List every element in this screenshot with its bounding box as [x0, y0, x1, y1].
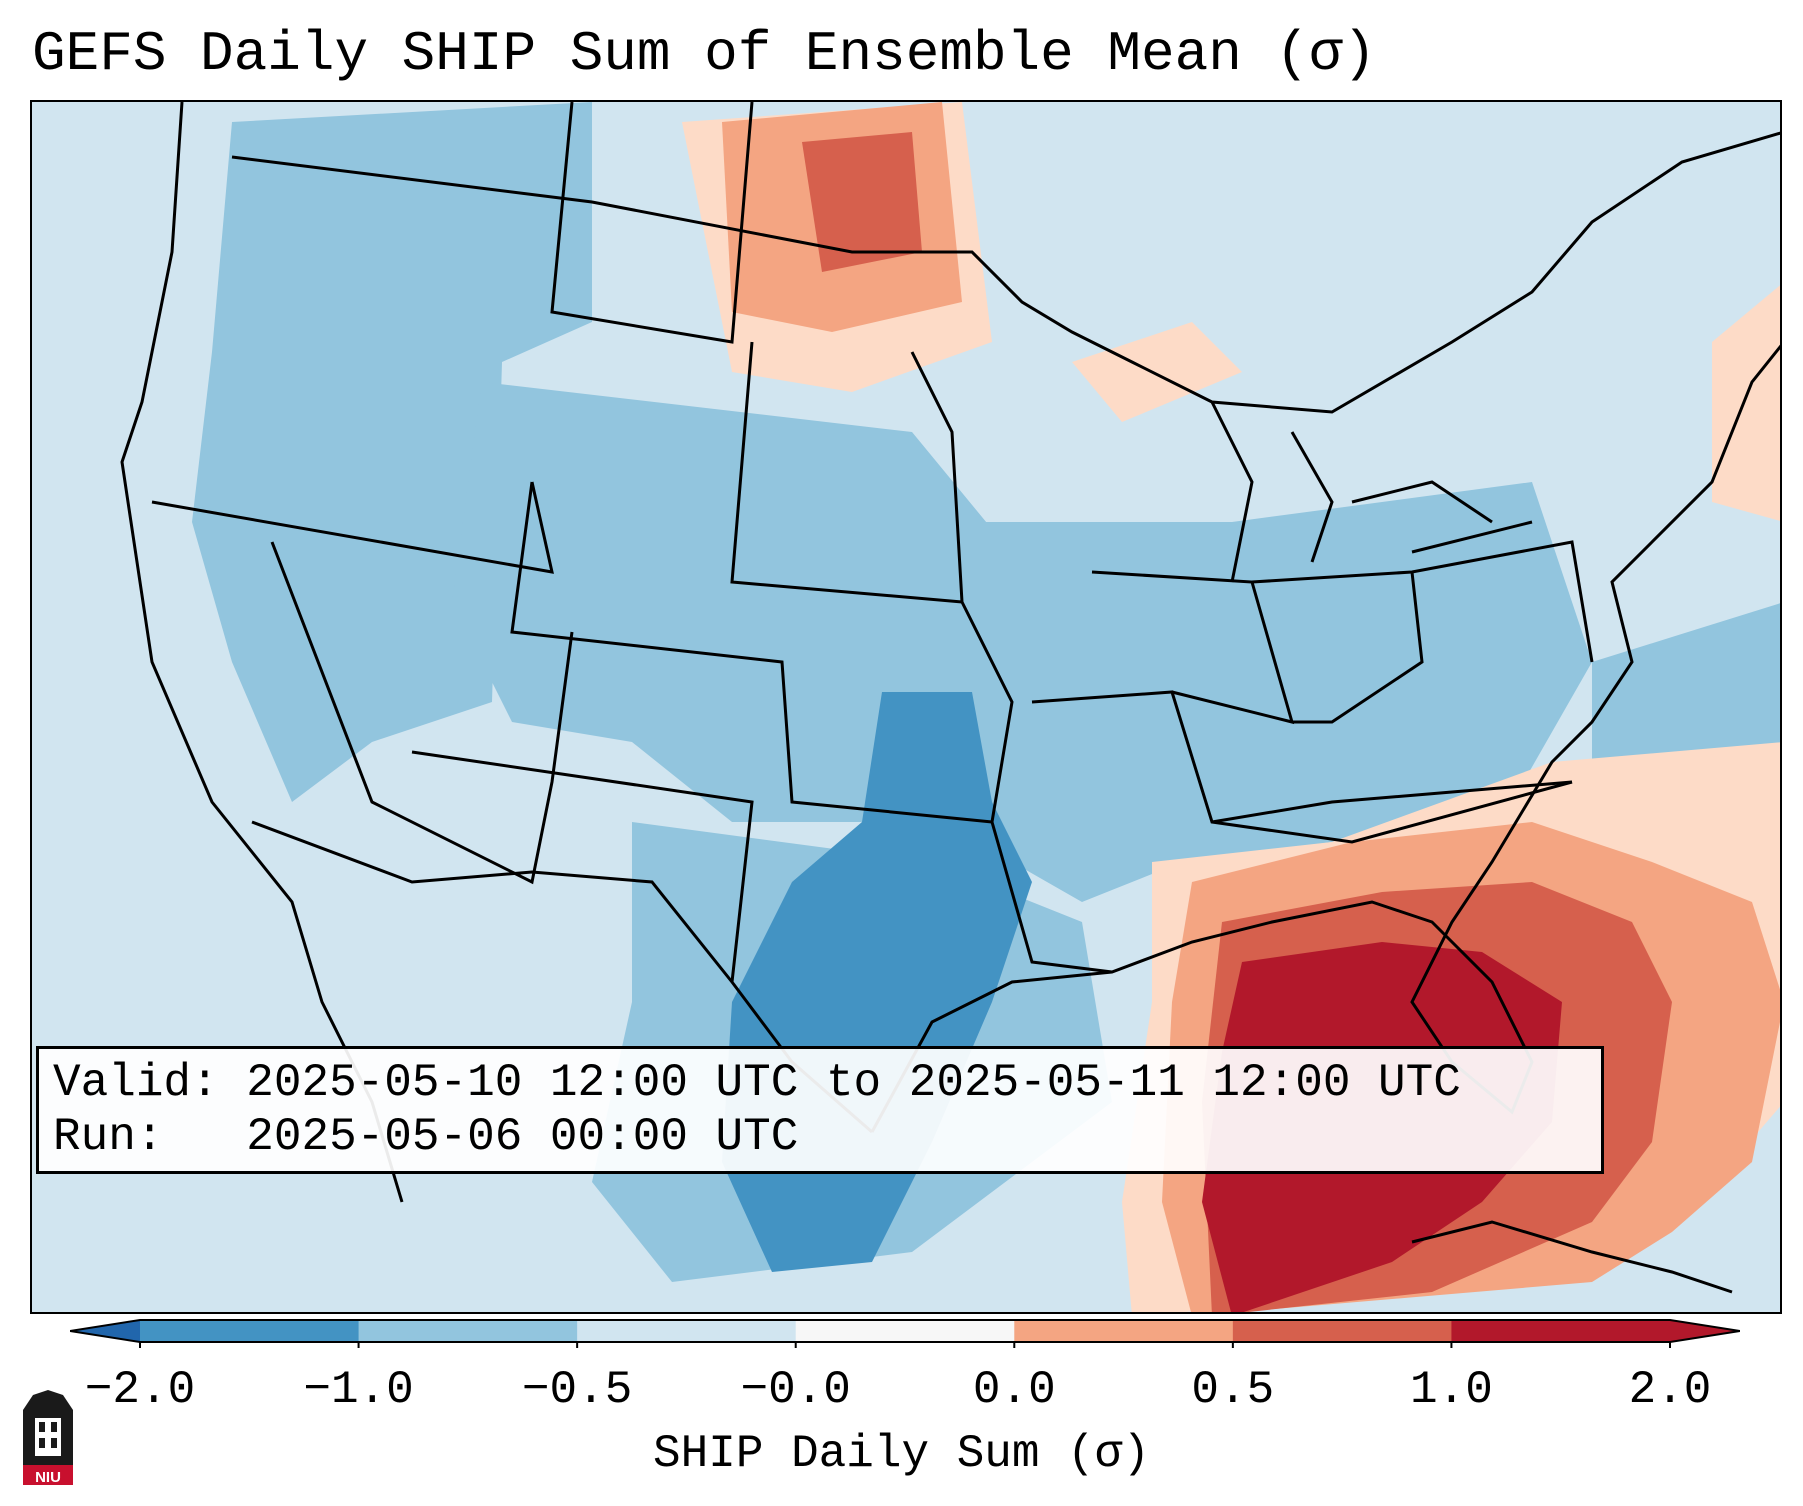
state-line-11: [1211, 780, 1573, 824]
shade-north-dakota-salmon: [802, 132, 922, 272]
run-label: Run:: [53, 1111, 164, 1163]
colorbar-tick-label: 0.0: [972, 1364, 1056, 1416]
run-line: Run: 2025-05-06 00:00 UTC: [53, 1111, 798, 1163]
colorbar-extend-high: [1670, 1320, 1740, 1342]
colorbar-tick-label: −1.0: [303, 1364, 414, 1416]
run-text: 2025-05-06 00:00 UTC: [246, 1111, 799, 1163]
colorbar-tick-label: 0.5: [1191, 1364, 1275, 1416]
shade-newengland-light-red: [1712, 285, 1780, 521]
state-line-12: [1292, 571, 1424, 724]
colorbar-segment: [577, 1320, 797, 1342]
niu-logo-icon: NIU: [23, 1390, 73, 1486]
shade-east-light-blue: [932, 482, 1592, 902]
valid-text: 2025-05-10 12:00 UTC to 2025-05-11 12:00…: [246, 1057, 1461, 1109]
colorbar-tick-label: 2.0: [1628, 1364, 1712, 1416]
colorbar-segment: [358, 1320, 578, 1342]
colorbar: [70, 1319, 1740, 1348]
state-line-1: [550, 102, 754, 344]
colorbar-tick-label: 1.0: [1410, 1364, 1493, 1416]
colorbar-ticks: [139, 1342, 1671, 1348]
cuba-coast: [1411, 1220, 1733, 1294]
colorbar-label: SHIP Daily Sum (σ): [653, 1428, 1150, 1480]
colorbar-segment: [1232, 1320, 1452, 1342]
info-box: Valid: 2025-05-10 12:00 UTC to 2025-05-1…: [36, 1046, 1604, 1174]
colorbar-segment: [1451, 1320, 1671, 1342]
colorbar-tick-label: −0.0: [740, 1364, 851, 1416]
svg-text:NIU: NIU: [35, 1469, 61, 1486]
state-line-5: [151, 481, 554, 574]
colorbar-tick-label: −2.0: [84, 1364, 196, 1416]
valid-line: Valid: 2025-05-10 12:00 UTC to 2025-05-1…: [53, 1057, 1461, 1109]
state-line-3: [510, 481, 1014, 824]
colorbar-segment: [140, 1320, 360, 1342]
great-lakes: [1210, 401, 1533, 583]
colorbar-tick-label: −0.5: [521, 1364, 633, 1416]
state-line-4: [270, 541, 574, 885]
state-line-7: [990, 821, 1113, 974]
state-line-6: [411, 750, 754, 983]
colorbar-segment: [1014, 1320, 1234, 1342]
chart-title: GEFS Daily SHIP Sum of Ensemble Mean (σ): [32, 22, 1377, 86]
state-line-10: [1251, 540, 1594, 663]
colorbar-extend-low: [70, 1320, 140, 1342]
shade-great-lakes-light-red: [1072, 322, 1242, 422]
colorbar-segment: [795, 1320, 1015, 1342]
canada-border: [231, 131, 1780, 414]
state-line-9: [1091, 570, 1295, 725]
colorbar-segments: [70, 1319, 1740, 1343]
valid-label: Valid:: [53, 1057, 219, 1109]
